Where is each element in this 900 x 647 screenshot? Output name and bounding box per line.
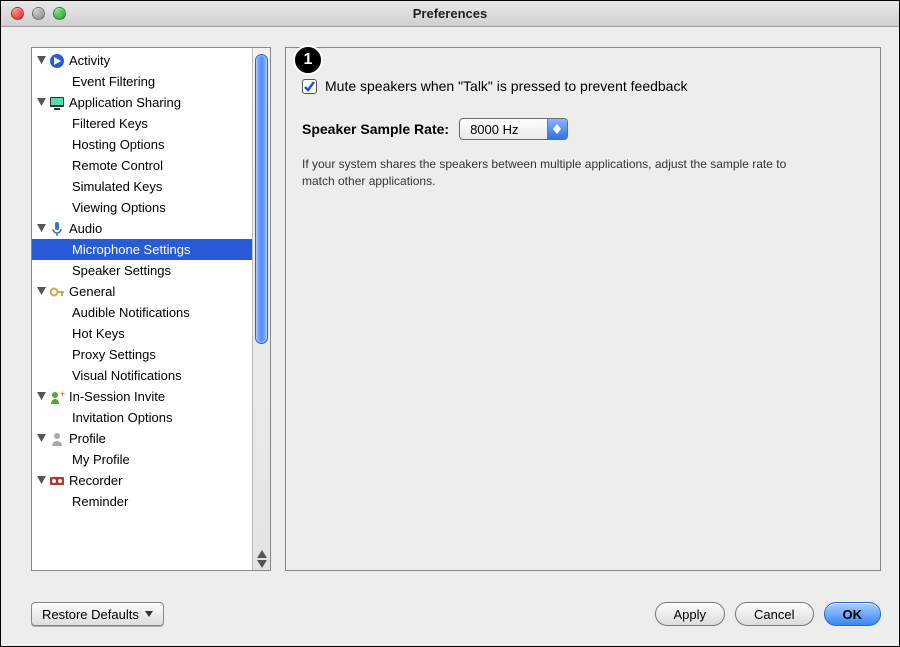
tree-item[interactable]: Speaker Settings <box>32 260 252 281</box>
mute-speakers-label: Mute speakers when "Talk" is pressed to … <box>325 78 687 94</box>
tree-item-label: Reminder <box>72 494 128 509</box>
sample-rate-stepper[interactable] <box>547 119 567 139</box>
tree-group[interactable]: Recorder <box>32 470 252 491</box>
mic-icon <box>49 221 65 237</box>
svg-text:+: + <box>60 389 65 399</box>
chevron-down-icon <box>553 129 561 134</box>
scroll-down-icon[interactable] <box>257 560 267 568</box>
mute-speakers-row: Mute speakers when "Talk" is pressed to … <box>302 78 864 94</box>
tree-group-label: Audio <box>69 221 102 236</box>
dialog-buttons: Apply Cancel OK <box>655 602 882 626</box>
scrollbar-thumb[interactable] <box>255 54 268 344</box>
tree-item[interactable]: Hot Keys <box>32 323 252 344</box>
sample-rate-label: Speaker Sample Rate: <box>302 121 449 137</box>
tree-item[interactable]: Viewing Options <box>32 197 252 218</box>
chevron-down-icon <box>145 611 153 617</box>
tree-item-label: Filtered Keys <box>72 116 148 131</box>
arrow-blue-icon <box>49 53 65 69</box>
tree-item-label: My Profile <box>72 452 130 467</box>
key-icon <box>49 284 65 300</box>
tree-item[interactable]: Audible Notifications <box>32 302 252 323</box>
scroll-up-icon[interactable] <box>257 550 267 558</box>
monitor-icon <box>49 95 65 111</box>
person-icon <box>49 431 65 447</box>
tree-group[interactable]: Application Sharing <box>32 92 252 113</box>
tree-item-label: Proxy Settings <box>72 347 156 362</box>
disclosure-triangle-icon[interactable] <box>36 223 47 234</box>
tree-item[interactable]: Event Filtering <box>32 71 252 92</box>
tree-item[interactable]: Simulated Keys <box>32 176 252 197</box>
sidebar-scrollbar[interactable] <box>252 48 270 570</box>
sample-rate-help: If your system shares the speakers betwe… <box>302 156 822 190</box>
tree-group[interactable]: + In-Session Invite <box>32 386 252 407</box>
apply-button[interactable]: Apply <box>655 602 726 626</box>
tree-item-label: Microphone Settings <box>72 242 191 257</box>
tree-item[interactable]: Remote Control <box>32 155 252 176</box>
mute-speakers-checkbox[interactable] <box>302 79 317 94</box>
tree-item[interactable]: Proxy Settings <box>32 344 252 365</box>
tree-item[interactable]: Invitation Options <box>32 407 252 428</box>
tree-group-label: Activity <box>69 53 110 68</box>
disclosure-triangle-icon[interactable] <box>36 433 47 444</box>
tree-item-label: Hosting Options <box>72 137 165 152</box>
tree-item[interactable]: Hosting Options <box>32 134 252 155</box>
footer: Restore Defaults Apply Cancel OK <box>31 602 881 626</box>
tree-item-label: Event Filtering <box>72 74 155 89</box>
settings-panel: Mute speakers when "Talk" is pressed to … <box>285 47 881 571</box>
tree-group[interactable]: Activity <box>32 50 252 71</box>
tree-item-label: Hot Keys <box>72 326 125 341</box>
tree-group[interactable]: General <box>32 281 252 302</box>
tree-item-label: Audible Notifications <box>72 305 190 320</box>
tree-item[interactable]: Visual Notifications <box>32 365 252 386</box>
tree-item-label: Speaker Settings <box>72 263 171 278</box>
window-title: Preferences <box>1 6 899 21</box>
ok-button[interactable]: OK <box>824 602 882 626</box>
tree-item-label: Viewing Options <box>72 200 166 215</box>
sidebar: Activity Event Filtering Application Shari… <box>31 47 271 571</box>
disclosure-triangle-icon[interactable] <box>36 55 47 66</box>
tree-group-label: In-Session Invite <box>69 389 165 404</box>
restore-defaults-label: Restore Defaults <box>42 607 139 622</box>
disclosure-triangle-icon[interactable] <box>36 286 47 297</box>
sample-rate-select[interactable]: 8000 Hz <box>459 118 567 140</box>
disclosure-triangle-icon[interactable] <box>36 97 47 108</box>
preferences-tree[interactable]: Activity Event Filtering Application Shari… <box>32 48 252 570</box>
restore-defaults-button[interactable]: Restore Defaults <box>31 602 164 626</box>
tree-item-label: Remote Control <box>72 158 163 173</box>
tree-group[interactable]: Profile <box>32 428 252 449</box>
disclosure-triangle-icon[interactable] <box>36 475 47 486</box>
tree-item-label: Invitation Options <box>72 410 172 425</box>
invite-icon: + <box>49 389 65 405</box>
tree-item-label: Visual Notifications <box>72 368 182 383</box>
tree-item[interactable]: Filtered Keys <box>32 113 252 134</box>
callout-badge: 1 <box>293 45 323 75</box>
recorder-icon <box>49 473 65 489</box>
tree-item[interactable]: Reminder <box>32 491 252 512</box>
tree-group-label: Recorder <box>69 473 122 488</box>
tree-group-label: General <box>69 284 115 299</box>
disclosure-triangle-icon[interactable] <box>36 391 47 402</box>
sample-rate-row: Speaker Sample Rate: 8000 Hz <box>302 118 864 140</box>
tree-item-label: Simulated Keys <box>72 179 162 194</box>
sample-rate-value: 8000 Hz <box>460 122 546 137</box>
tree-item[interactable]: Microphone Settings <box>32 239 252 260</box>
tree-group-label: Application Sharing <box>69 95 181 110</box>
tree-group-label: Profile <box>69 431 106 446</box>
cancel-button[interactable]: Cancel <box>735 602 813 626</box>
scroll-arrows <box>253 550 270 568</box>
titlebar: Preferences <box>1 1 899 27</box>
tree-item[interactable]: My Profile <box>32 449 252 470</box>
tree-group[interactable]: Audio <box>32 218 252 239</box>
preferences-window: Preferences 1 Activity Event Filtering App… <box>0 0 900 647</box>
